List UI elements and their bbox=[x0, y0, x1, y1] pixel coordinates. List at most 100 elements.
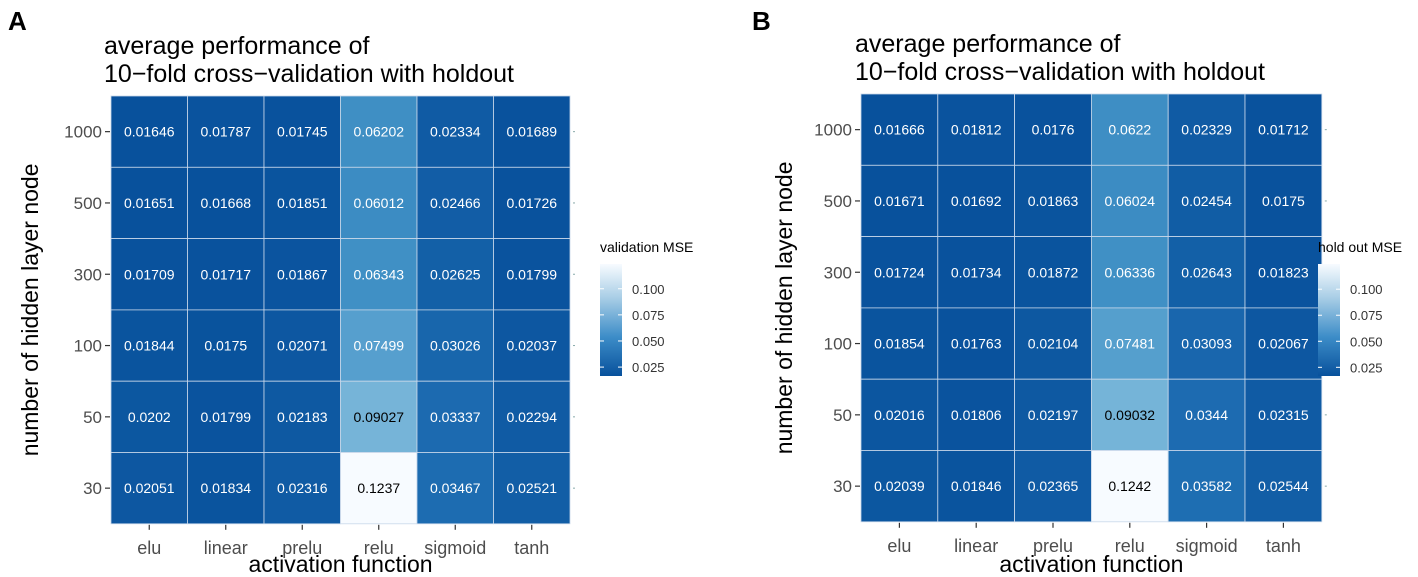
heatmap-cell bbox=[937, 307, 1015, 380]
cell-value-label: 0.02329 bbox=[1181, 122, 1232, 138]
x-tick-label: sigmoid bbox=[1176, 536, 1238, 556]
legend-title: hold out MSE bbox=[1318, 239, 1402, 255]
y-tick-label: 50 bbox=[83, 408, 102, 427]
cell-value-label: 0.02454 bbox=[1181, 193, 1232, 209]
cell-value-label: 0.02104 bbox=[1028, 336, 1079, 352]
y-axis-title: number of hidden layer node bbox=[771, 161, 797, 454]
cell-value-label: 0.0622 bbox=[1108, 122, 1151, 138]
cell-value-label: 0.06343 bbox=[353, 266, 404, 282]
heatmap-cell bbox=[1167, 236, 1246, 309]
y-tick-label: 1000 bbox=[814, 121, 852, 140]
heatmap-cell bbox=[493, 238, 571, 311]
legend-tick-label: 0.075 bbox=[632, 308, 665, 323]
cell-value-label: 0.01812 bbox=[951, 122, 1002, 138]
x-axis-title: activation function bbox=[999, 551, 1183, 577]
heatmap-cell bbox=[263, 238, 341, 311]
heatmap-cell bbox=[860, 93, 939, 166]
heatmap-cell bbox=[937, 164, 1015, 238]
cell-value-label: 0.03337 bbox=[430, 409, 481, 425]
cell-value-label: 0.0175 bbox=[1262, 193, 1305, 209]
heatmap-cell bbox=[1244, 93, 1323, 166]
heatmap-cell bbox=[110, 238, 188, 311]
y-tick-label: 500 bbox=[74, 194, 102, 213]
heatmap-cell bbox=[1014, 236, 1092, 309]
cell-value-label: 0.01844 bbox=[124, 338, 175, 354]
cell-value-label: 0.0202 bbox=[128, 409, 171, 425]
y-tick-label: 1000 bbox=[64, 123, 102, 142]
heatmap-cell bbox=[493, 452, 571, 525]
cell-value-label: 0.01651 bbox=[124, 195, 175, 211]
cell-value-label: 0.0344 bbox=[1185, 407, 1228, 423]
heatmap-cell bbox=[340, 380, 418, 453]
cell-value-label: 0.01726 bbox=[506, 195, 557, 211]
legend-tick-label: 0.100 bbox=[1350, 282, 1383, 297]
legend-colorbar bbox=[600, 264, 622, 376]
legend-colorbar bbox=[1318, 264, 1340, 376]
cell-value-label: 0.02016 bbox=[874, 407, 925, 423]
cell-value-label: 0.07481 bbox=[1104, 336, 1155, 352]
cell-value-label: 0.09027 bbox=[353, 409, 404, 425]
cell-value-label: 0.01646 bbox=[124, 124, 175, 140]
cell-value-label: 0.02643 bbox=[1181, 264, 1232, 280]
heatmap-cell bbox=[416, 95, 494, 168]
heatmap-cell bbox=[187, 95, 265, 168]
cell-value-label: 0.1242 bbox=[1108, 478, 1151, 494]
legend-tick-label: 0.025 bbox=[632, 360, 665, 375]
heatmap-cell bbox=[187, 309, 265, 382]
cell-value-label: 0.07499 bbox=[353, 338, 404, 354]
heatmap-cell bbox=[1167, 307, 1246, 380]
heatmap-cell bbox=[493, 166, 571, 240]
heatmap-cell bbox=[340, 166, 418, 240]
legend-tick-label: 0.025 bbox=[1350, 360, 1383, 375]
legend-title: validation MSE bbox=[600, 239, 693, 255]
heatmap-cell bbox=[1014, 378, 1092, 451]
cell-value-label: 0.01689 bbox=[506, 124, 557, 140]
x-tick-label: relu bbox=[1115, 536, 1145, 556]
y-axis-title: number of hidden layer node bbox=[17, 163, 43, 456]
heatmap-cell bbox=[1167, 164, 1246, 238]
heatmap-cell bbox=[110, 309, 188, 382]
heatmap-cell bbox=[1091, 93, 1169, 166]
heatmap-cell bbox=[937, 450, 1015, 523]
heatmap-cell bbox=[340, 238, 418, 311]
cell-value-label: 0.02316 bbox=[277, 480, 328, 496]
cell-value-label: 0.02466 bbox=[430, 195, 481, 211]
heatmap-cell bbox=[1014, 307, 1092, 380]
cell-value-label: 0.01854 bbox=[874, 336, 925, 352]
cell-value-label: 0.02071 bbox=[277, 338, 328, 354]
heatmap-cell bbox=[1091, 450, 1169, 523]
y-tick-label: 300 bbox=[74, 265, 102, 284]
cell-value-label: 0.01799 bbox=[506, 266, 557, 282]
cell-value-label: 0.02334 bbox=[430, 124, 481, 140]
heatmap-cell bbox=[416, 238, 494, 311]
cell-value-label: 0.01712 bbox=[1258, 122, 1309, 138]
heatmap-cell bbox=[416, 452, 494, 525]
cell-value-label: 0.02183 bbox=[277, 409, 328, 425]
cell-value-label: 0.01872 bbox=[1028, 264, 1079, 280]
heatmap-cell bbox=[263, 380, 341, 453]
chart-title-line-1: average performance of bbox=[104, 32, 369, 60]
heatmap-cell bbox=[187, 238, 265, 311]
cell-value-label: 0.02039 bbox=[874, 478, 925, 494]
heatmap-cell bbox=[416, 309, 494, 382]
cell-value-label: 0.02315 bbox=[1258, 407, 1309, 423]
cell-value-label: 0.06336 bbox=[1104, 264, 1155, 280]
x-tick-label: elu bbox=[887, 536, 911, 556]
x-tick-label: linear bbox=[954, 536, 998, 556]
y-tick-label: 300 bbox=[824, 263, 852, 282]
heatmap-cell bbox=[1091, 378, 1169, 451]
cell-value-label: 0.02625 bbox=[430, 266, 481, 282]
heatmap-cell bbox=[493, 309, 571, 382]
cell-value-label: 0.06024 bbox=[1104, 193, 1155, 209]
cell-value-label: 0.01734 bbox=[951, 264, 1002, 280]
heatmap-cell bbox=[1244, 164, 1323, 238]
heatmap-cell bbox=[493, 95, 571, 168]
cell-value-label: 0.01846 bbox=[951, 478, 1002, 494]
cell-value-label: 0.0175 bbox=[204, 338, 247, 354]
cell-value-label: 0.02051 bbox=[124, 480, 175, 496]
legend-tick-label: 0.100 bbox=[632, 282, 665, 297]
cell-value-label: 0.01834 bbox=[200, 480, 251, 496]
heatmap-cell bbox=[937, 93, 1015, 166]
cell-value-label: 0.02037 bbox=[506, 338, 557, 354]
